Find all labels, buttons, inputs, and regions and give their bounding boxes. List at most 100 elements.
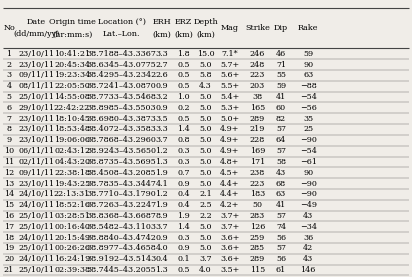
Text: 5.0: 5.0 — [199, 223, 212, 231]
Text: 0.9: 0.9 — [178, 179, 190, 188]
Text: −34: −34 — [300, 223, 317, 231]
Text: Lat.–Lon.: Lat.–Lon. — [103, 30, 140, 39]
Text: 115: 115 — [250, 266, 265, 274]
Text: 24/10/11: 24/10/11 — [18, 190, 54, 198]
Text: −54: −54 — [300, 93, 316, 101]
Text: 1.3: 1.3 — [156, 158, 168, 166]
Text: 90: 90 — [303, 169, 313, 177]
Text: Mag: Mag — [221, 24, 239, 32]
Text: 5.0: 5.0 — [199, 115, 212, 123]
Text: 25/10/11: 25/10/11 — [18, 212, 54, 220]
Text: 165: 165 — [250, 104, 265, 112]
Text: 04:43:20: 04:43:20 — [54, 158, 90, 166]
Text: 3.6+: 3.6+ — [220, 234, 240, 242]
Text: 29/10/11: 29/10/11 — [18, 104, 54, 112]
Text: 238: 238 — [250, 169, 265, 177]
Text: 3.6+: 3.6+ — [220, 244, 240, 252]
Text: 61: 61 — [276, 266, 286, 274]
Text: 41: 41 — [276, 201, 286, 209]
Text: 16: 16 — [4, 212, 14, 220]
Text: 3.7: 3.7 — [156, 223, 168, 231]
Text: 20:15:49: 20:15:49 — [54, 234, 90, 242]
Text: 0.7: 0.7 — [178, 169, 190, 177]
Text: 5.0: 5.0 — [199, 158, 212, 166]
Text: (km): (km) — [152, 30, 171, 39]
Text: 63: 63 — [276, 190, 286, 198]
Text: 02:39:38: 02:39:38 — [54, 266, 90, 274]
Text: 1.9: 1.9 — [156, 201, 168, 209]
Text: 24/10/11: 24/10/11 — [18, 234, 54, 242]
Text: 5.3+: 5.3+ — [220, 104, 239, 112]
Text: 38.7710–43.1790: 38.7710–43.1790 — [87, 190, 157, 198]
Text: 64: 64 — [276, 136, 286, 144]
Text: 38.9243–43.5650: 38.9243–43.5650 — [87, 147, 157, 155]
Text: 0.5: 0.5 — [178, 115, 190, 123]
Text: 38.8977–43.4658: 38.8977–43.4658 — [87, 244, 157, 252]
Text: 25/10/11: 25/10/11 — [18, 244, 54, 252]
Text: 5.0: 5.0 — [199, 244, 212, 252]
Text: 20:45:34: 20:45:34 — [54, 61, 90, 69]
Text: 219: 219 — [250, 125, 265, 134]
Text: 38.8985–43.5503: 38.8985–43.5503 — [87, 104, 156, 112]
Text: ERZ: ERZ — [175, 18, 192, 26]
Text: 5.8: 5.8 — [199, 71, 212, 79]
Text: 1.2: 1.2 — [156, 147, 168, 155]
Text: 259: 259 — [250, 234, 265, 242]
Text: 0.4: 0.4 — [156, 255, 168, 263]
Text: 3.2: 3.2 — [156, 93, 168, 101]
Text: 171: 171 — [250, 158, 265, 166]
Text: 90: 90 — [303, 61, 313, 69]
Text: (dd/mm/yy): (dd/mm/yy) — [13, 30, 59, 39]
Text: 5.4+: 5.4+ — [220, 93, 239, 101]
Text: 5.5+: 5.5+ — [220, 82, 239, 90]
Text: 8: 8 — [7, 125, 12, 134]
Text: 1.4: 1.4 — [178, 223, 190, 231]
Text: 8.9: 8.9 — [156, 212, 168, 220]
Text: 19:06:06: 19:06:06 — [54, 136, 90, 144]
Text: 19: 19 — [4, 244, 14, 252]
Text: 0.3: 0.3 — [178, 147, 190, 155]
Text: 25/10/11: 25/10/11 — [18, 93, 54, 101]
Text: 4.2+: 4.2+ — [220, 201, 240, 209]
Text: 3.5: 3.5 — [156, 115, 168, 123]
Text: 4.9+: 4.9+ — [220, 147, 240, 155]
Text: 22:38:18: 22:38:18 — [54, 169, 90, 177]
Text: 9: 9 — [7, 136, 12, 144]
Text: 50: 50 — [253, 201, 262, 209]
Text: 23/10/11: 23/10/11 — [18, 61, 54, 69]
Text: 2.6: 2.6 — [156, 71, 168, 79]
Text: 4.9+: 4.9+ — [220, 125, 240, 134]
Text: 46: 46 — [276, 50, 286, 58]
Text: −90: −90 — [300, 136, 316, 144]
Text: −90: −90 — [300, 179, 316, 188]
Text: 0.9: 0.9 — [178, 244, 190, 252]
Text: 5.0: 5.0 — [199, 93, 212, 101]
Text: 5.0: 5.0 — [199, 147, 212, 155]
Text: 283: 283 — [250, 212, 265, 220]
Text: 2.5: 2.5 — [199, 201, 212, 209]
Text: (hr:mm:s): (hr:mm:s) — [52, 30, 92, 39]
Text: Origin time: Origin time — [49, 18, 96, 26]
Text: 3.7: 3.7 — [199, 255, 212, 263]
Text: 1.4: 1.4 — [178, 125, 190, 134]
Text: 10: 10 — [4, 147, 14, 155]
Text: 43: 43 — [303, 212, 313, 220]
Text: 183: 183 — [250, 190, 265, 198]
Text: 0.1: 0.1 — [178, 255, 190, 263]
Text: 24/10/11: 24/10/11 — [18, 255, 54, 263]
Text: 38: 38 — [253, 93, 262, 101]
Text: Depth: Depth — [193, 18, 218, 26]
Text: 17: 17 — [4, 223, 14, 231]
Text: 56: 56 — [276, 234, 286, 242]
Text: 38.4072–43.3583: 38.4072–43.3583 — [87, 125, 157, 134]
Text: 57: 57 — [276, 147, 286, 155]
Text: 38.7445–43.2055: 38.7445–43.2055 — [87, 266, 157, 274]
Text: 38.7835–43.3447: 38.7835–43.3447 — [87, 179, 157, 188]
Text: 146: 146 — [300, 266, 316, 274]
Text: 4.4+: 4.4+ — [220, 179, 240, 188]
Text: 16:24:19: 16:24:19 — [54, 255, 90, 263]
Text: 38.6980–43.3873: 38.6980–43.3873 — [87, 115, 157, 123]
Text: 5.0+: 5.0+ — [220, 115, 239, 123]
Text: 1: 1 — [7, 50, 12, 58]
Text: Dip: Dip — [274, 24, 288, 32]
